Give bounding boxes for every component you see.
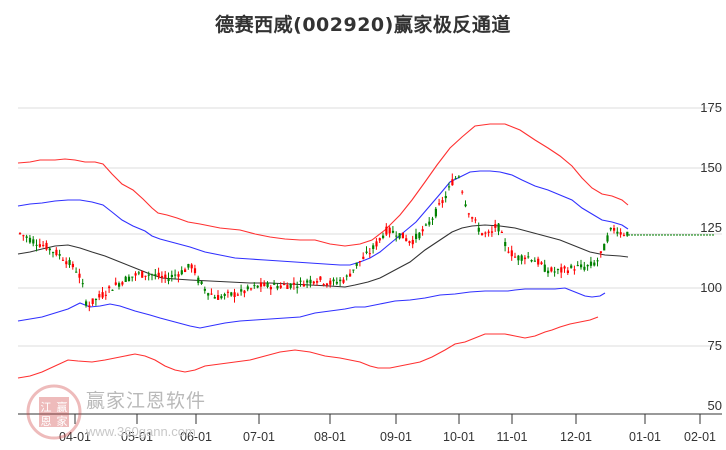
upper-inner-band: [17, 170, 629, 266]
upper-outer-band: [17, 123, 629, 247]
svg-text:150: 150: [700, 160, 722, 175]
watermark-brand: 赢家江恩软件: [86, 390, 207, 412]
svg-text:05-01: 05-01: [121, 430, 153, 444]
svg-text:07-01: 07-01: [243, 430, 275, 444]
x-axis-labels: 04-01 05-01 06-01 07-01 08-01 09-01 10-0…: [59, 430, 716, 444]
svg-text:11-01: 11-01: [496, 430, 527, 444]
svg-text:恩: 恩: [41, 415, 52, 428]
x-axis-ticks: [74, 414, 701, 424]
candles: [19, 173, 629, 312]
lower-outer-band: [17, 316, 599, 379]
svg-text:01-01: 01-01: [629, 430, 661, 444]
svg-text:100: 100: [700, 280, 722, 295]
svg-text:02-01: 02-01: [684, 430, 716, 444]
svg-text:04-01: 04-01: [59, 430, 91, 444]
lower-inner-band: [17, 287, 606, 329]
svg-text:125: 125: [700, 220, 722, 235]
svg-text:赢: 赢: [57, 400, 68, 414]
watermark-seal: 江 赢 恩 家: [26, 384, 82, 440]
svg-text:175: 175: [700, 100, 722, 115]
svg-text:08-01: 08-01: [314, 430, 346, 444]
svg-text:10-01: 10-01: [443, 430, 475, 444]
svg-text:06-01: 06-01: [180, 430, 212, 444]
svg-text:75: 75: [708, 338, 722, 353]
svg-text:50: 50: [708, 398, 722, 413]
svg-text:12-01: 12-01: [560, 430, 592, 444]
grid-lines: [18, 107, 722, 347]
svg-text:09-01: 09-01: [380, 430, 412, 444]
watermark-url: www.360gann.com: [86, 424, 196, 439]
middle-line: [17, 224, 629, 288]
chart-title: 德赛西威(002920)赢家极反通道: [215, 14, 511, 36]
svg-text:江: 江: [41, 401, 52, 414]
y-axis-labels: 175 150 125 100 75 50: [700, 100, 722, 413]
svg-text:家: 家: [57, 414, 68, 428]
